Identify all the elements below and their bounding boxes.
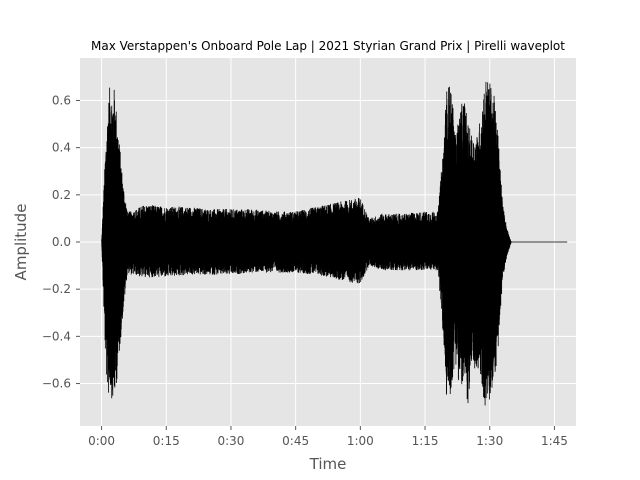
x-tick-label: 1:15 — [412, 434, 439, 448]
chart-title: Max Verstappen's Onboard Pole Lap | 2021… — [91, 39, 565, 53]
y-tick-label: −0.6 — [42, 377, 71, 391]
x-tick-label: 0:00 — [88, 434, 115, 448]
axis-ticks: 0:00 0:15 0:30 0:45 1:00 1:15 1:30 1:45 0.6 0.4 0.… — [42, 93, 568, 448]
y-tick-label: 0.2 — [52, 188, 71, 202]
y-axis-label: Amplitude — [12, 204, 30, 281]
y-tick-label: 0.4 — [52, 141, 71, 155]
waveform-series — [101, 81, 568, 406]
x-tick-label: 0:30 — [217, 434, 244, 448]
x-axis-label: Time — [309, 455, 347, 473]
x-tick-label: 1:45 — [541, 434, 568, 448]
y-tick-label: 0.0 — [52, 235, 71, 249]
x-tick-label: 1:30 — [476, 434, 503, 448]
x-tick-label: 0:45 — [282, 434, 309, 448]
x-tick-label: 0:15 — [153, 434, 180, 448]
y-tick-label: −0.2 — [42, 282, 71, 296]
y-tick-label: −0.4 — [42, 329, 71, 343]
x-tick-label: 1:00 — [347, 434, 374, 448]
y-tick-label: 0.6 — [52, 93, 71, 107]
